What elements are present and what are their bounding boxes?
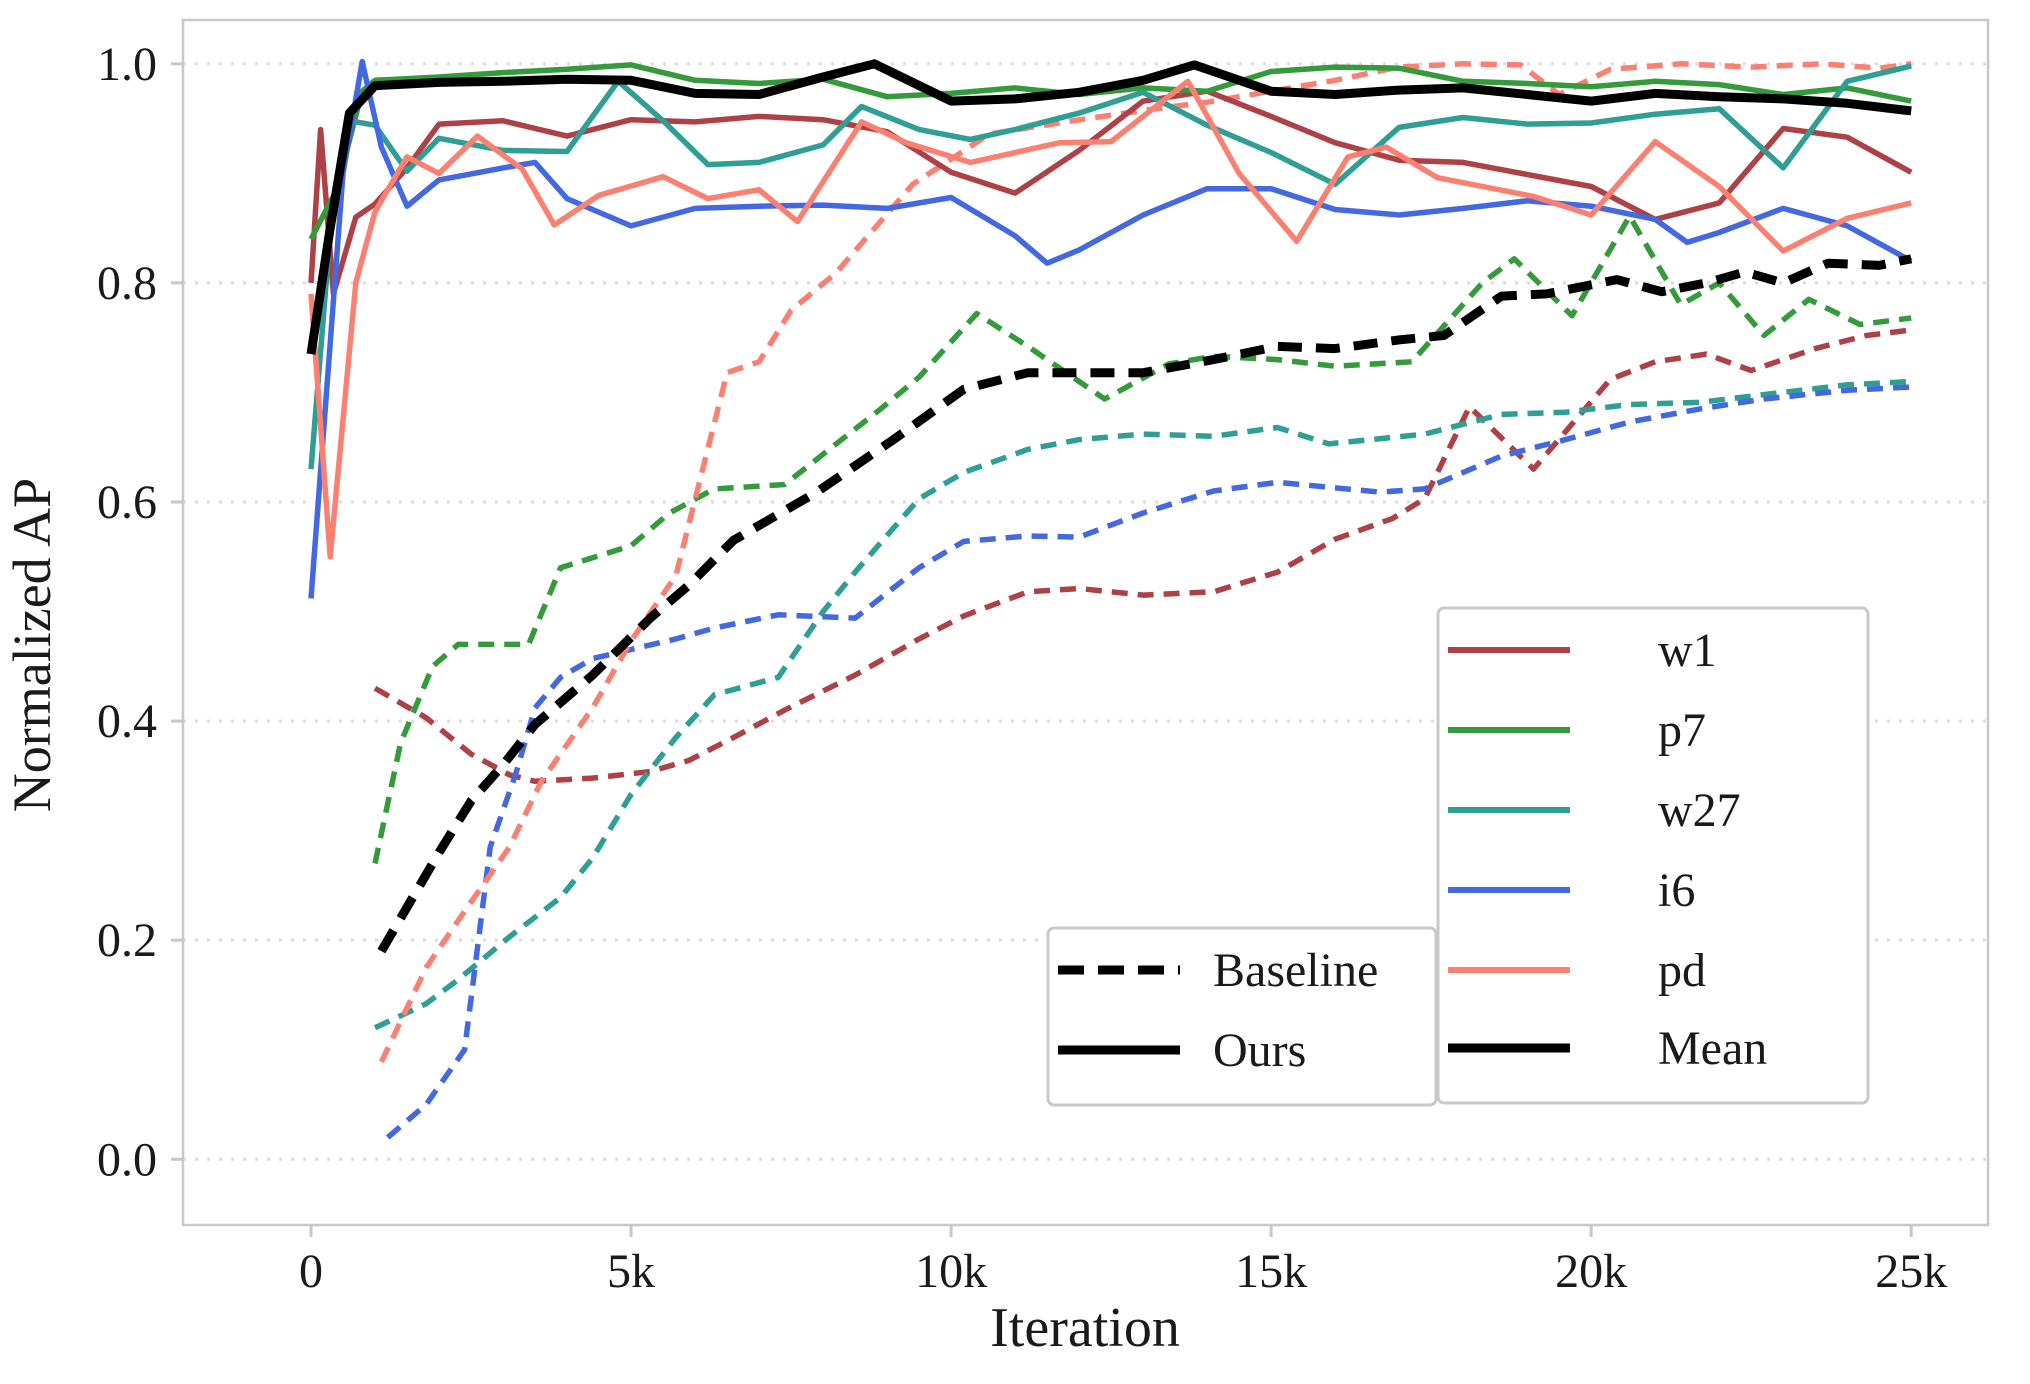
legend-label-p7: p7 [1658, 704, 1706, 757]
series-line-w1-baseline [373, 327, 1912, 785]
series-line-pd-ours [308, 78, 1912, 560]
series-line-i6-ours [308, 58, 1913, 599]
series-line-w27-ours [308, 63, 1912, 470]
legend-label-baseline: Baseline [1213, 944, 1378, 997]
x-axis-label: Iteration [990, 1297, 1180, 1359]
legend-label-w27: w27 [1658, 784, 1741, 837]
legend-box-series-legend [1436, 606, 1870, 1105]
x-tick-label: 0 [299, 1245, 323, 1298]
x-tick-label: 20k [1555, 1245, 1627, 1298]
y-tick-label: 0.6 [97, 476, 157, 529]
legend-label-mean: Mean [1658, 1022, 1767, 1075]
x-tick-label: 15k [1235, 1245, 1307, 1298]
y-axis-label: Normalized AP [2, 477, 62, 813]
y-tick-label: 0.4 [97, 695, 157, 748]
y-tick-label: 1.0 [97, 38, 157, 91]
x-tick-label: 10k [915, 1245, 987, 1298]
y-tick-label: 0.0 [97, 1133, 157, 1186]
x-tick-label: 25k [1875, 1245, 1947, 1298]
series-line-mean-ours [306, 59, 1912, 355]
series-line-w1-ours [308, 88, 1913, 297]
x-tick-label: 5k [607, 1245, 655, 1298]
legend-label-w1: w1 [1658, 624, 1717, 677]
legend-label-ours: Ours [1213, 1024, 1306, 1077]
legend-label-pd: pd [1658, 944, 1706, 997]
legend-label-i6: i6 [1658, 864, 1695, 917]
y-tick-label: 0.8 [97, 257, 157, 310]
series-line-mean-baseline [377, 254, 1913, 954]
y-tick-label: 0.2 [97, 914, 157, 967]
series-line-p7-baseline [372, 213, 1912, 865]
plot-border [181, 18, 1990, 1227]
series-line-pd-baseline [378, 61, 1912, 1063]
series-line-w27-baseline [373, 378, 1912, 1031]
